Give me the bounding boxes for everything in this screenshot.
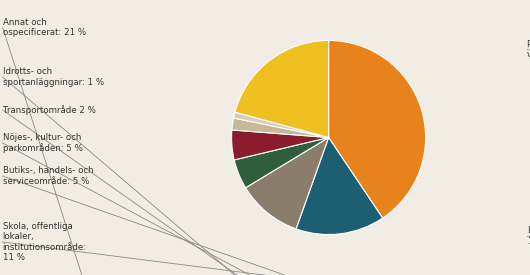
Wedge shape [234,138,329,188]
Wedge shape [329,40,426,218]
Text: Butiks-, handels- och
serviceområde: 5 %: Butiks-, handels- och serviceområde: 5 % [3,166,93,186]
Wedge shape [232,130,329,160]
Wedge shape [245,138,329,229]
Wedge shape [232,118,329,138]
Text: Idrotts- och
sportanläggningar: 1 %: Idrotts- och sportanläggningar: 1 % [3,67,104,87]
Text: Transportområde 2 %: Transportområde 2 % [3,105,95,115]
Text: Skola, offentliga
lokaler,
institutionsområde:
11 %: Skola, offentliga lokaler, institutionso… [3,222,87,262]
Wedge shape [235,40,329,138]
Text: Nöjes-, kultur- och
parkområden: 5 %: Nöjes-, kultur- och parkområden: 5 % [3,133,83,153]
Text: Annat och
ospecificerat: 21 %: Annat och ospecificerat: 21 % [3,18,86,37]
Text: Produktions- och
verkstadsområde: 41 %: Produktions- och verkstadsområde: 41 % [527,40,530,59]
Wedge shape [296,138,383,235]
Text: Bostad/bodstadsområde
15%: Bostad/bodstadsområde 15% [527,227,530,246]
Wedge shape [234,112,329,138]
